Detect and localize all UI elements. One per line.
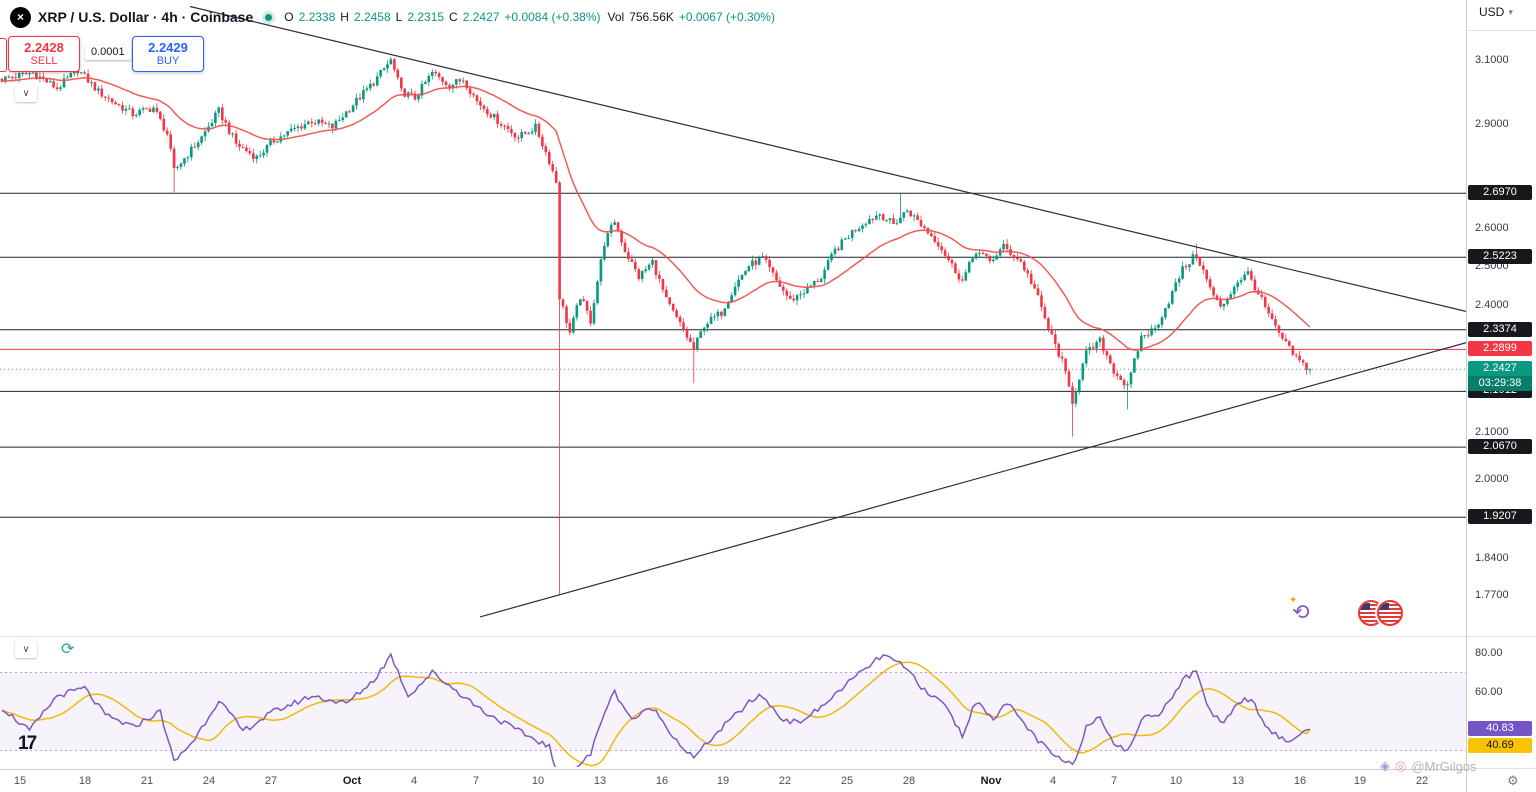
time-axis-label: 4: [410, 775, 418, 787]
bar-countdown: 03:29:38: [1468, 376, 1532, 392]
time-axis[interactable]: 15 18 21 24 27 Oct 4 7 10 13 16 19 22 25 28 Nov 4 7 10 13 16…: [0, 769, 1466, 792]
current-price-badge: 2.2427 03:29:38: [1468, 361, 1532, 392]
legend-collapse-button[interactable]: ∨: [15, 84, 37, 102]
price-axis-label: 2.0000: [1475, 472, 1509, 485]
time-axis-label: 21: [140, 775, 154, 787]
market-status-dot-icon[interactable]: [265, 13, 273, 21]
time-axis-label: 7: [472, 775, 480, 787]
price-axis-badge: 2.3374: [1468, 321, 1532, 337]
time-axis-label: 7: [1110, 775, 1118, 787]
price-axis-label: 2.9000: [1475, 118, 1509, 130]
volume-values: Vol 756.56K +0.0067 (+0.30%): [608, 10, 775, 24]
ohlc-values: O 2.2338 H 2.2458 L 2.2315 C 2.2427 +0.0…: [284, 10, 600, 24]
trade-panel: 2.2428 SELL 0.0001 2.2429 BUY: [8, 36, 204, 72]
close-x-glyph: ×: [16, 10, 24, 24]
open-value: 2.2338: [298, 10, 336, 24]
buy-button[interactable]: 2.2429 BUY: [132, 36, 204, 72]
symbol-title[interactable]: XRP / U.S. Dollar · 4h · Coinbase: [38, 9, 254, 25]
price-axis-label: 1.8400: [1475, 552, 1509, 565]
price-axis-label: 3.1000: [1475, 54, 1509, 67]
sparkle-replay-icon[interactable]: ⟲ ✦: [1289, 595, 1320, 627]
axis-divider: [1467, 768, 1536, 769]
volume-label: Vol: [607, 10, 625, 24]
low-label: L: [395, 10, 403, 24]
watermark: ◈ ◎ @MrGilgos: [1380, 758, 1477, 774]
chevron-down-icon: ∨: [22, 643, 30, 655]
price-axis-label: 2.1000: [1475, 426, 1509, 438]
sell-price: 2.2428: [24, 40, 64, 55]
time-axis-label: 10: [1169, 775, 1183, 787]
time-axis-label: 19: [716, 775, 730, 787]
high-value: 2.2458: [353, 10, 391, 24]
time-axis-label: Nov: [980, 775, 1002, 787]
economic-events-markers[interactable]: [1358, 600, 1403, 626]
time-axis-label: 19: [1353, 775, 1367, 787]
indicator-axis-label: 80.00: [1475, 647, 1503, 659]
time-axis-label: 18: [78, 775, 92, 787]
indicator-collapse-button[interactable]: ∨: [15, 640, 37, 658]
change-value: +0.0084 (+0.38%): [504, 10, 601, 24]
gem-icon: ◈: [1380, 758, 1390, 773]
symbol-logo-icon: ×: [10, 6, 31, 28]
close-label: C: [449, 10, 458, 24]
chart-legend: × XRP / U.S. Dollar · 4h · Coinbase O 2.…: [10, 5, 775, 29]
price-axis-label: 2.4000: [1475, 298, 1509, 311]
time-axis-label: 13: [1231, 775, 1245, 787]
high-label: H: [340, 10, 349, 24]
main-chart[interactable]: [0, 0, 1467, 768]
price-axis-badge: 2.0670: [1468, 439, 1532, 455]
buy-label: BUY: [156, 55, 180, 67]
gear-icon[interactable]: ⚙: [1507, 773, 1519, 788]
price-axis-badge: 2.5223: [1468, 249, 1532, 265]
sparkle-icon: ✦: [1289, 595, 1298, 606]
chevron-down-icon: ▾: [1508, 6, 1513, 17]
spread-value: 0.0001: [85, 45, 131, 60]
price-axis-badge: 2.6970: [1468, 185, 1532, 201]
time-axis-label: 4: [1049, 775, 1057, 787]
time-axis-label: 15: [13, 775, 27, 787]
time-axis-label: 22: [1415, 775, 1429, 787]
time-axis-label: 24: [202, 775, 216, 787]
open-label: O: [284, 10, 294, 24]
time-axis-label: 25: [840, 775, 854, 787]
chevron-down-icon: ∨: [22, 87, 30, 99]
pane-divider[interactable]: [0, 636, 1466, 637]
axis-divider: [1467, 636, 1536, 637]
sell-label: SELL: [30, 55, 58, 67]
time-axis-label: 13: [593, 775, 607, 787]
price-axis-label: 2.6000: [1475, 222, 1509, 235]
current-price-value: 2.2427: [1468, 361, 1532, 377]
time-axis-label: Oct: [342, 775, 362, 787]
volume-value: 756.56K: [629, 10, 674, 24]
currency-label: USD: [1479, 5, 1505, 19]
time-axis-label: 10: [531, 775, 545, 787]
price-axis-label: 1.7700: [1475, 589, 1509, 602]
close-value: 2.2427: [462, 10, 500, 24]
axis-divider: [1467, 30, 1536, 31]
time-axis-label: 22: [778, 775, 792, 787]
sell-button[interactable]: 2.2428 SELL: [8, 36, 80, 72]
buy-price: 2.2429: [148, 40, 188, 55]
rsi-value-badge: 40.83: [1468, 721, 1532, 737]
time-axis-label: 27: [264, 775, 278, 787]
time-axis-label: 28: [902, 775, 916, 787]
price-axis-badge: 1.9207: [1468, 509, 1532, 525]
low-value: 2.2315: [407, 10, 445, 24]
refresh-icon[interactable]: ⟳: [61, 641, 75, 658]
time-axis-label: 16: [1293, 775, 1307, 787]
price-axis[interactable]: USD ▾ 3.1000 2.9000 2.6000 2.5000 2.4000 2.10…: [1466, 0, 1536, 792]
indicator-axis-label: 60.00: [1475, 686, 1503, 698]
target-icon: ◎: [1395, 758, 1407, 773]
partial-widget-sliver: [0, 38, 7, 72]
us-flag-event-icon[interactable]: [1377, 600, 1403, 626]
rsi-ma-value-badge: 40.69: [1468, 738, 1532, 754]
price-axis-badge: 2.2899: [1468, 341, 1532, 357]
watermark-handle: @MrGilgos: [1411, 758, 1477, 774]
time-axis-label: 16: [655, 775, 669, 787]
tradingview-logo[interactable]: 17: [18, 733, 37, 754]
volume-change: +0.0067 (+0.30%): [678, 10, 775, 24]
currency-selector[interactable]: USD ▾: [1479, 5, 1513, 19]
replay-arrows-icon: ⟲: [1292, 601, 1310, 624]
